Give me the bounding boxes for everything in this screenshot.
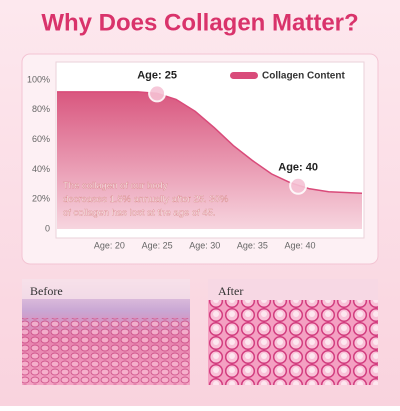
legend-label: Collagen Content — [262, 71, 345, 82]
note-text: The collagen of our body — [63, 181, 168, 192]
before-header — [22, 279, 190, 299]
before-texture — [22, 318, 190, 385]
x-tick-label: Age: 40 — [285, 240, 316, 250]
y-tick-label: 100% — [27, 74, 50, 84]
note-text: of collagen has lost at the age of 45. — [63, 208, 216, 219]
x-tick-label: Age: 35 — [237, 240, 268, 250]
annotation-label: Age: 25 — [137, 69, 177, 81]
x-tick-label: Age: 30 — [189, 240, 220, 250]
x-tick-label: Age: 20 — [94, 240, 125, 250]
x-tick-label: Age: 25 — [142, 240, 173, 250]
annotation-marker — [289, 176, 308, 195]
legend-swatch — [230, 72, 258, 79]
panel-label: After — [218, 284, 243, 298]
after-header — [208, 279, 378, 300]
y-tick-label: 80% — [32, 104, 50, 114]
y-tick-label: 40% — [32, 164, 50, 174]
y-tick-label: 20% — [32, 194, 50, 204]
after-texture — [208, 300, 378, 385]
annotation-marker — [148, 84, 167, 103]
annotation-label: Age: 40 — [278, 162, 318, 174]
note-text: decreases 1.5% annually after 25. 30% — [63, 194, 229, 205]
chart-title: Why Does Collagen Matter? — [41, 9, 358, 36]
y-tick-label: 0 — [45, 223, 50, 233]
panel-label: Before — [30, 284, 63, 298]
y-tick-label: 60% — [32, 134, 50, 144]
area — [57, 91, 362, 230]
